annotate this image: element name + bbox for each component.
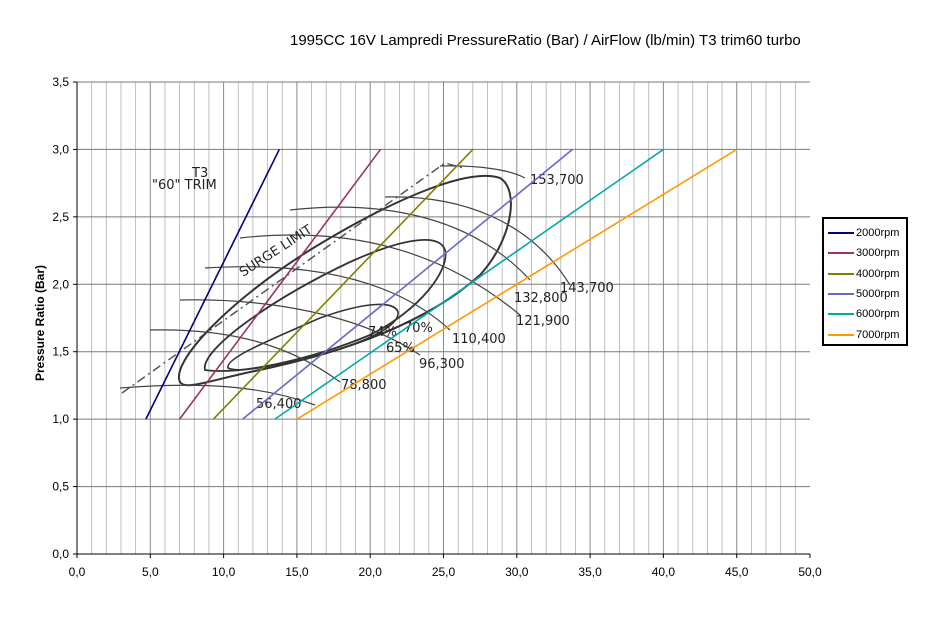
- legend-item-5000rpm: 5000rpm: [828, 284, 902, 304]
- legend-item-6000rpm: 6000rpm: [828, 304, 902, 324]
- series-line-3000rpm: [178, 148, 382, 420]
- major-gridlines: [77, 81, 810, 554]
- x-tick-label: 25,0: [432, 565, 456, 579]
- x-tick-label: 30,0: [505, 565, 529, 579]
- legend-label: 4000rpm: [856, 267, 900, 280]
- legend-item-7000rpm: 7000rpm: [828, 324, 902, 344]
- series-line-6000rpm: [274, 148, 664, 420]
- series-line-5000rpm: [242, 148, 574, 420]
- speed-label-110400: 110,400: [452, 332, 506, 347]
- x-tick-label: 35,0: [578, 565, 602, 579]
- x-tick-label: 20,0: [359, 565, 383, 579]
- legend-item-4000rpm: 4000rpm: [828, 264, 902, 284]
- speed-label-78800: 78,800: [341, 378, 387, 393]
- speed-label-143700: 143,700: [560, 281, 614, 296]
- x-tick-label: 45,0: [725, 565, 749, 579]
- map-header-label: T3: [191, 166, 208, 181]
- speed-line-56400: [119, 384, 316, 406]
- speed-line-96300: [179, 299, 421, 356]
- legend-item-3000rpm: 3000rpm: [828, 243, 902, 263]
- efficiency-island-outer: [177, 174, 512, 387]
- legend-label: 6000rpm: [856, 308, 900, 321]
- y-tick-label: 0,5: [52, 480, 69, 494]
- speed-line-121900: [239, 234, 521, 316]
- legend-label: 2000rpm: [856, 227, 900, 240]
- axes: 0,0 5,0 10,0 15,0 20,0 25,0 30,0 35,0 40,0 45,0 50…: [52, 75, 822, 579]
- y-tick-label: 0,0: [52, 547, 69, 561]
- x-tick-label: 40,0: [652, 565, 676, 579]
- speed-line-153700: [439, 165, 526, 179]
- y-tick-label: 3,5: [52, 75, 69, 89]
- efficiency-island-inner: [227, 303, 399, 371]
- y-tick-label: 2,0: [52, 277, 69, 291]
- y-axis-label: Pressure Ratio (Bar): [33, 265, 47, 381]
- speed-line-132800: [289, 206, 531, 281]
- x-tick-label: 0,0: [69, 565, 86, 579]
- x-tick-label: 5,0: [142, 565, 159, 579]
- speed-label-96300: 96,300: [419, 357, 465, 372]
- legend-item-2000rpm: 2000rpm: [828, 223, 902, 243]
- efficiency-label-70: 70%: [404, 321, 433, 336]
- legend-label: 3000rpm: [856, 247, 900, 260]
- speed-label-153700: 153,700: [530, 173, 584, 188]
- series-line-4000rpm: [212, 148, 474, 420]
- y-tick-label: 3,0: [52, 142, 69, 156]
- x-tick-label: 50,0: [798, 565, 822, 579]
- legend-label: 7000rpm: [856, 328, 900, 341]
- efficiency-label-65: 65%: [386, 341, 415, 356]
- series-line-2000rpm: [145, 149, 281, 420]
- legend-swatch: [828, 232, 854, 235]
- rpm-series: [145, 148, 738, 420]
- legend-swatch: [828, 272, 854, 275]
- y-tick-label: 1,0: [52, 412, 69, 426]
- speed-line-110400: [204, 266, 451, 331]
- legend: 2000rpm 3000rpm 4000rpm 5000rpm 6000rpm 7000r…: [822, 217, 908, 346]
- speed-label-132800: 132,800: [514, 291, 568, 306]
- y-tick-label: 1,5: [52, 345, 69, 359]
- legend-swatch: [828, 333, 854, 336]
- legend-swatch: [828, 313, 854, 316]
- y-tick-label: 2,5: [52, 210, 69, 224]
- efficiency-label-74: 74%: [368, 325, 397, 340]
- legend-label: 5000rpm: [856, 288, 900, 301]
- map-trim-label: "60" TRIM: [152, 178, 217, 193]
- legend-swatch: [828, 293, 854, 296]
- x-tick-label: 10,0: [212, 565, 236, 579]
- x-tick-label: 15,0: [285, 565, 309, 579]
- speed-label-121900: 121,900: [516, 314, 570, 329]
- chart-title: 1995CC 16V Lampredi PressureRatio (Bar) …: [290, 32, 801, 49]
- speed-line-78800: [149, 329, 341, 383]
- series-line-7000rpm: [296, 148, 738, 420]
- legend-swatch: [828, 252, 854, 255]
